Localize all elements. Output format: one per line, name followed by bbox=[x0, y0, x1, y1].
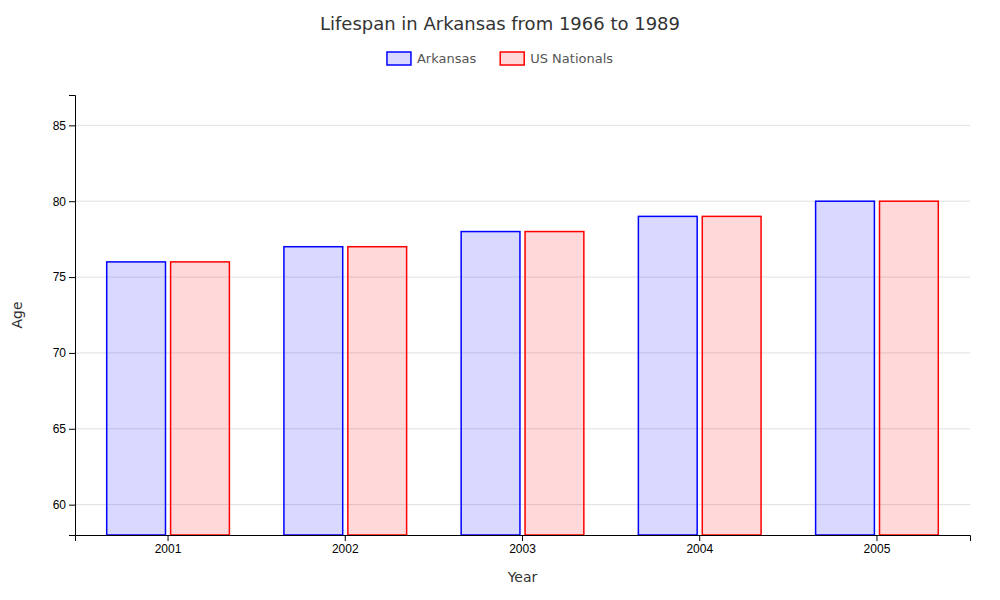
x-tick: 2003 bbox=[509, 535, 536, 556]
x-tick-label: 2003 bbox=[509, 542, 536, 556]
y-tick-label: 65 bbox=[53, 422, 67, 436]
y-tick-mark bbox=[69, 353, 75, 354]
x-tick-mark bbox=[699, 535, 700, 541]
y-tick-mark bbox=[69, 429, 75, 430]
x-axis: 2001 2002 2003 2004 2005 bbox=[76, 535, 971, 556]
bar bbox=[107, 262, 166, 535]
grid-line bbox=[75, 125, 970, 126]
legend-item: US Nationals bbox=[500, 51, 613, 66]
bar bbox=[880, 201, 939, 535]
x-tick-mark bbox=[522, 535, 523, 541]
x-tick: 2002 bbox=[332, 535, 359, 556]
legend: Arkansas US Nationals bbox=[387, 51, 613, 66]
y-tick-label: 75 bbox=[53, 270, 67, 284]
bar bbox=[816, 201, 875, 535]
chart: 60 65 70 75 80 85 2001 2002 2003 2004 2005 Year Age L… bbox=[0, 0, 1000, 600]
y-tick-mark bbox=[69, 125, 75, 126]
bar bbox=[348, 247, 407, 535]
x-tick-mark bbox=[168, 535, 169, 541]
y-tick-label: 60 bbox=[53, 498, 67, 512]
x-tick: 2004 bbox=[686, 535, 713, 556]
y-tick-label: 80 bbox=[53, 195, 67, 209]
series bbox=[107, 201, 875, 535]
y-axis-line bbox=[69, 96, 76, 536]
y-tick: 80 bbox=[53, 195, 75, 209]
bar bbox=[461, 232, 520, 535]
y-tick-mark bbox=[69, 505, 75, 506]
y-tick-mark bbox=[69, 201, 75, 202]
bar bbox=[525, 232, 584, 535]
legend-swatch bbox=[387, 52, 411, 65]
legend-label: US Nationals bbox=[530, 51, 613, 66]
bar bbox=[284, 247, 343, 535]
x-tick-label: 2001 bbox=[155, 542, 182, 556]
bar bbox=[171, 262, 230, 535]
bars bbox=[107, 201, 939, 535]
x-tick-label: 2005 bbox=[864, 542, 891, 556]
y-tick-label: 70 bbox=[53, 346, 67, 360]
x-tick: 2005 bbox=[864, 535, 891, 556]
x-tick: 2001 bbox=[155, 535, 182, 556]
y-axis: 60 65 70 75 80 85 bbox=[53, 96, 76, 536]
series bbox=[171, 201, 939, 535]
x-tick-label: 2002 bbox=[332, 542, 359, 556]
y-tick-label: 85 bbox=[53, 119, 67, 133]
x-axis-line bbox=[76, 536, 971, 542]
x-tick-label: 2004 bbox=[686, 542, 713, 556]
legend-swatch bbox=[500, 52, 524, 65]
legend-label: Arkansas bbox=[417, 51, 476, 66]
bar bbox=[638, 216, 697, 535]
y-axis-title: Age bbox=[9, 301, 25, 328]
x-tick-mark bbox=[345, 535, 346, 541]
bar bbox=[702, 216, 761, 535]
legend-item: Arkansas bbox=[387, 51, 476, 66]
y-tick: 60 bbox=[53, 498, 75, 512]
y-tick: 75 bbox=[53, 270, 75, 284]
plot: 60 65 70 75 80 85 2001 2002 2003 2004 2005 bbox=[53, 96, 971, 556]
y-tick: 65 bbox=[53, 422, 75, 436]
y-tick: 85 bbox=[53, 119, 75, 133]
y-tick: 70 bbox=[53, 346, 75, 360]
y-tick-mark bbox=[69, 277, 75, 278]
title: Lifespan in Arkansas from 1966 to 1989 bbox=[320, 13, 680, 34]
x-tick-mark bbox=[876, 535, 877, 541]
x-axis-title: Year bbox=[507, 569, 538, 585]
